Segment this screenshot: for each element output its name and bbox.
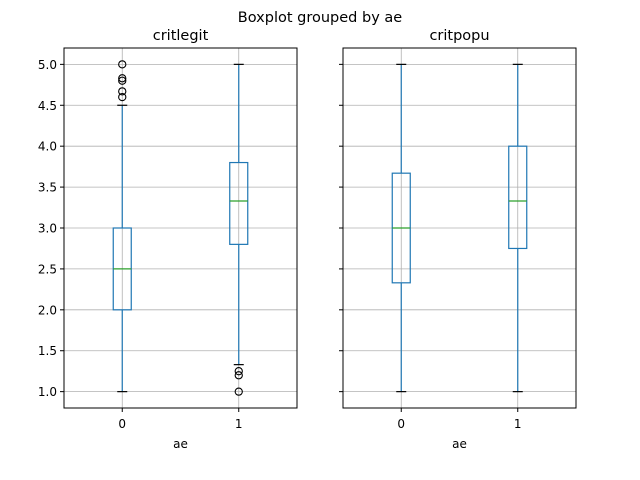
y-tick-label: 3.5 <box>38 181 57 195</box>
y-tick-label: 2.5 <box>38 262 57 276</box>
flier-point <box>234 387 243 396</box>
x-tick-label: 1 <box>235 417 243 431</box>
figure-suptitle: Boxplot grouped by ae <box>238 10 402 26</box>
flier-point <box>118 74 127 83</box>
flier-point <box>118 92 127 102</box>
flier-point <box>234 367 243 376</box>
y-tick-label: 5.0 <box>38 58 57 72</box>
y-tick-label: 4.0 <box>38 140 57 154</box>
flier-point <box>118 60 127 69</box>
y-tick-label: 1.0 <box>38 385 57 399</box>
flier-point <box>234 371 243 380</box>
flier-point <box>118 87 127 96</box>
y-tick-label: 1.5 <box>38 344 57 358</box>
box-iqr <box>508 145 528 250</box>
x-axis-label: ae <box>452 437 467 451</box>
x-tick-label: 0 <box>118 417 126 431</box>
y-tick-label: 2.0 <box>38 303 57 317</box>
x-tick-label: 1 <box>514 417 522 431</box>
y-tick-label: 4.5 <box>38 99 57 113</box>
x-tick-label: 0 <box>397 417 405 431</box>
panel-title: critpopu <box>429 28 489 44</box>
y-tick-label: 3.0 <box>38 222 57 236</box>
box-iqr <box>229 161 249 245</box>
flier-point <box>118 76 127 85</box>
x-axis-label: ae <box>173 437 188 451</box>
panel-title: critlegit <box>153 28 209 44</box>
